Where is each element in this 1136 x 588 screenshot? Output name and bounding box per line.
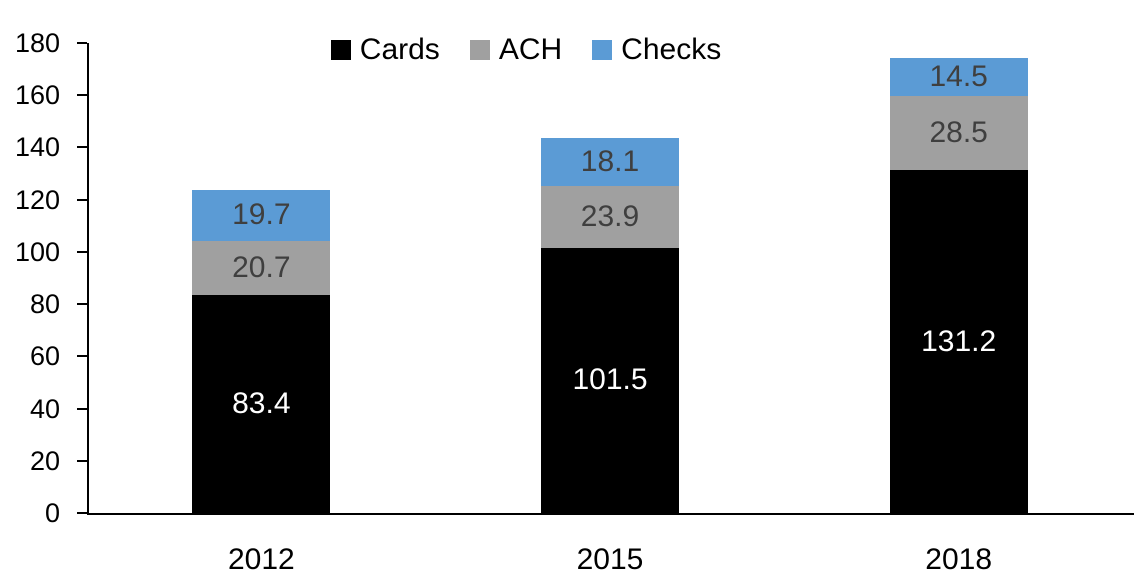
bar-segment-cards: 131.2: [889, 170, 1028, 513]
bar-segment-checks: 19.7: [192, 189, 331, 242]
y-axis-tick: [77, 355, 87, 358]
bar-value-label: 101.5: [572, 363, 648, 397]
legend-item-cards: Cards: [330, 33, 440, 67]
y-axis-tick-label: 80: [29, 289, 60, 320]
y-axis-tick: [77, 198, 87, 201]
y-axis-tick-label: 20: [29, 445, 60, 476]
y-axis-tick: [77, 407, 87, 410]
legend-item-ach: ACH: [469, 33, 563, 67]
x-axis-line: [87, 513, 1134, 515]
legend-swatch-icon: [330, 40, 351, 60]
y-axis-tick-label: 0: [44, 498, 60, 528]
y-axis-tick: [77, 146, 87, 149]
bar-segment-checks: 18.1: [541, 138, 679, 186]
legend-label: ACH: [498, 33, 563, 66]
bar-value-label: 20.7: [232, 251, 291, 285]
legend-swatch-icon: [469, 40, 490, 60]
y-axis-tick-label: 140: [14, 132, 60, 163]
bar-segment-checks: 14.5: [889, 58, 1028, 96]
y-axis-tick: [77, 94, 87, 97]
y-axis-tick-label: 40: [29, 393, 60, 424]
y-axis-tick-label: 100: [14, 236, 60, 267]
x-category-label: 2018: [925, 543, 993, 576]
y-axis-tick: [77, 459, 87, 462]
bar-segment-cards: 101.5: [541, 247, 679, 513]
y-axis-tick: [77, 42, 87, 44]
legend-label: Cards: [359, 33, 440, 66]
y-axis-tick: [77, 250, 87, 253]
y-axis-tick-label: 180: [14, 28, 60, 58]
legend-swatch-icon: [592, 40, 613, 60]
bar-value-label: 14.5: [929, 60, 988, 94]
y-axis-line: [87, 43, 89, 515]
legend-item-checks: Checks: [592, 33, 721, 67]
y-axis-tick: [77, 303, 87, 306]
bar-value-label: 18.1: [580, 144, 640, 178]
bar-segment-ach: 23.9: [541, 185, 679, 248]
bar-value-label: 131.2: [921, 324, 997, 358]
bar-value-label: 28.5: [929, 116, 988, 150]
x-category-label: 2012: [227, 543, 295, 576]
bar-segment-ach: 28.5: [889, 96, 1028, 171]
bar-value-label: 23.9: [580, 199, 640, 233]
y-axis-tick-label: 160: [14, 80, 60, 111]
y-axis-tick-label: 60: [29, 341, 60, 372]
bar-value-label: 83.4: [232, 387, 291, 421]
bar-segment-cards: 83.4: [192, 295, 331, 513]
chart-legend: Cards ACH Checks: [0, 33, 1094, 67]
legend-label: Checks: [621, 33, 722, 66]
x-category-label: 2015: [576, 543, 644, 576]
y-axis-tick-label: 120: [14, 184, 60, 215]
bar-segment-ach: 20.7: [192, 241, 331, 296]
y-axis-tick: [77, 512, 87, 514]
bar-value-label: 19.7: [232, 198, 291, 232]
